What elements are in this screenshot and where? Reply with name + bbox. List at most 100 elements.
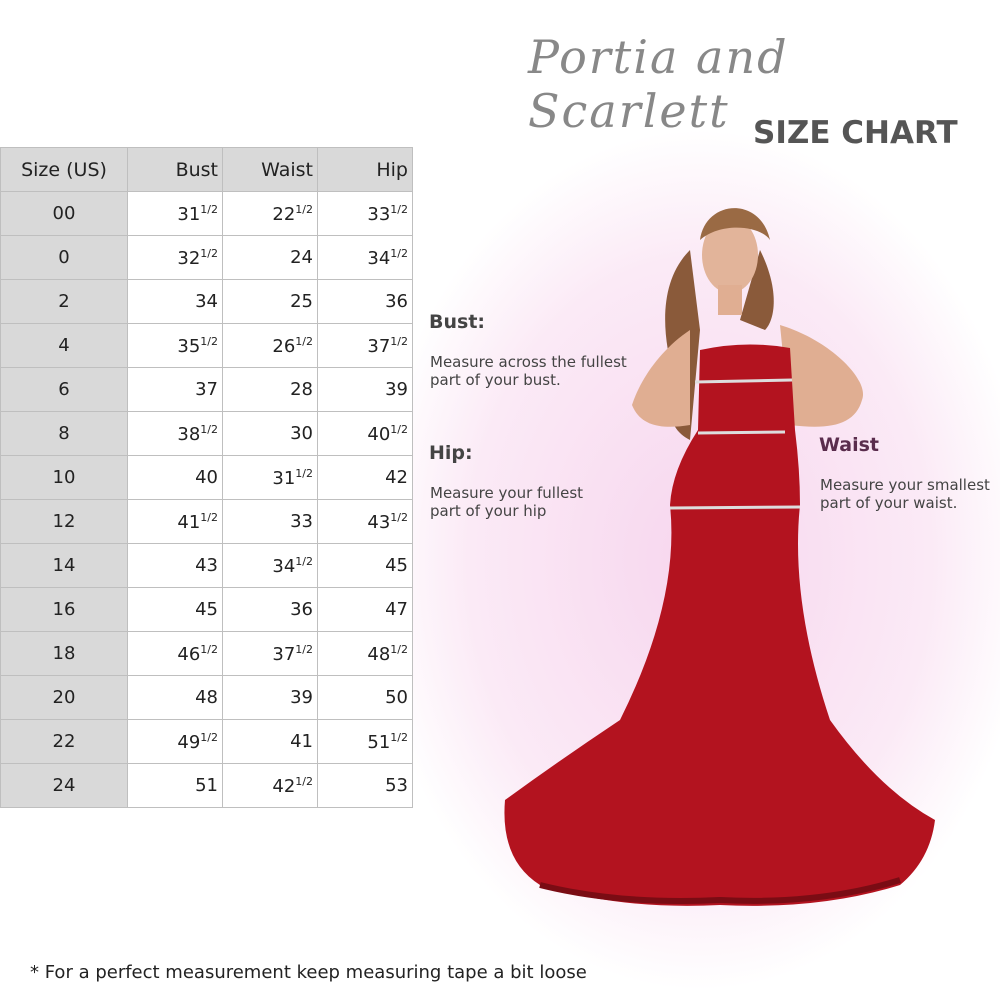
cell-whole: 32	[177, 247, 201, 269]
cell-whole: 37	[367, 335, 391, 357]
cell-whole: 26	[272, 335, 296, 357]
size-row: 12 411/2 33 431/2	[0, 499, 413, 544]
measure-description: part of your waist.	[820, 494, 958, 512]
cell-fraction: 1/2	[200, 202, 218, 216]
table-cell: 40	[127, 455, 223, 500]
cell-fraction: 1/2	[390, 642, 408, 656]
table-cell: 33	[222, 499, 318, 544]
brand-logo: Portia and Scarlett	[528, 30, 789, 138]
cell-whole: 31	[272, 467, 296, 489]
cell-whole: 34	[272, 555, 296, 577]
table-cell: 36	[222, 587, 318, 632]
table-cell: 491/2	[127, 719, 223, 764]
table-cell: 45	[127, 587, 223, 632]
size-row: 0 321/2 24 341/2	[0, 235, 413, 280]
table-cell: 331/2	[317, 191, 413, 236]
header-row: Size (US) Bust Waist Hip	[0, 147, 413, 192]
table-cell: 8	[0, 411, 128, 456]
table-cell: 24	[0, 763, 128, 808]
cell-fraction: 1/2	[200, 422, 218, 436]
table-cell: 12	[0, 499, 128, 544]
table-cell: 461/2	[127, 631, 223, 676]
table-cell: 431/2	[317, 499, 413, 544]
table-cell: 341/2	[317, 235, 413, 280]
cell-whole: 51	[367, 731, 391, 753]
header-cell: Waist	[222, 147, 318, 192]
cell-fraction: 1/2	[390, 246, 408, 260]
table-cell: 371/2	[222, 631, 318, 676]
cell-whole: 33	[367, 203, 391, 225]
measure-label: Bust:	[429, 311, 485, 333]
measure-label: Hip:	[429, 442, 473, 464]
table-cell: 6	[0, 367, 128, 412]
cell-fraction: 1/2	[200, 246, 218, 260]
measure-description: Measure across the fullest	[430, 353, 627, 371]
cell-fraction: 1/2	[295, 554, 313, 568]
table-cell: 511/2	[317, 719, 413, 764]
table-cell: 45	[317, 543, 413, 588]
cell-fraction: 1/2	[295, 334, 313, 348]
size-row: 22 491/2 41 511/2	[0, 719, 413, 764]
table-cell: 421/2	[222, 763, 318, 808]
cell-fraction: 1/2	[200, 642, 218, 656]
cell-whole: 41	[177, 511, 201, 533]
table-cell: 51	[127, 763, 223, 808]
table-cell: 16	[0, 587, 128, 632]
measure-description: part of your bust.	[430, 371, 561, 389]
table-cell: 4	[0, 323, 128, 368]
measure-description: part of your hip	[430, 502, 547, 520]
cell-fraction: 1/2	[390, 202, 408, 216]
cell-fraction: 1/2	[200, 334, 218, 348]
table-cell: 221/2	[222, 191, 318, 236]
table-cell: 481/2	[317, 631, 413, 676]
table-cell: 43	[127, 543, 223, 588]
table-cell: 28	[222, 367, 318, 412]
size-row: 6 37 28 39	[0, 367, 413, 412]
cell-fraction: 1/2	[295, 466, 313, 480]
cell-whole: 48	[367, 643, 391, 665]
cell-fraction: 1/2	[390, 422, 408, 436]
table-cell: 2	[0, 279, 128, 324]
measure-description: Measure your fullest	[430, 484, 584, 502]
table-cell: 311/2	[127, 191, 223, 236]
table-cell: 47	[317, 587, 413, 632]
cell-whole: 42	[272, 775, 296, 797]
footnote: * For a perfect measurement keep measuri…	[30, 962, 587, 983]
cell-fraction: 1/2	[390, 730, 408, 744]
cell-fraction: 1/2	[390, 334, 408, 348]
cell-whole: 46	[177, 643, 201, 665]
table-cell: 401/2	[317, 411, 413, 456]
title: SIZE CHART	[753, 115, 958, 151]
table-cell: 41	[222, 719, 318, 764]
cell-whole: 31	[177, 203, 201, 225]
table-cell: 48	[127, 675, 223, 720]
cell-fraction: 1/2	[390, 510, 408, 524]
table-cell: 39	[317, 367, 413, 412]
table-cell: 411/2	[127, 499, 223, 544]
table-cell: 53	[317, 763, 413, 808]
size-row: 18 461/2 371/2 481/2	[0, 631, 413, 676]
table-cell: 36	[317, 279, 413, 324]
cell-fraction: 1/2	[200, 730, 218, 744]
table-cell: 10	[0, 455, 128, 500]
table-cell: 50	[317, 675, 413, 720]
cell-fraction: 1/2	[295, 202, 313, 216]
cell-fraction: 1/2	[295, 642, 313, 656]
table-cell: 24	[222, 235, 318, 280]
cell-fraction: 1/2	[200, 510, 218, 524]
table-cell: 22	[0, 719, 128, 764]
size-row: 4 351/2 261/2 371/2	[0, 323, 413, 368]
header-cell: Hip	[317, 147, 413, 192]
cell-whole: 43	[367, 511, 391, 533]
table-cell: 261/2	[222, 323, 318, 368]
cell-whole: 37	[272, 643, 296, 665]
table-cell: 25	[222, 279, 318, 324]
size-row: 24 51 421/2 53	[0, 763, 413, 808]
cell-whole: 38	[177, 423, 201, 445]
table-cell: 42	[317, 455, 413, 500]
measure-label: Waist	[819, 434, 880, 456]
table-cell: 311/2	[222, 455, 318, 500]
size-row: 2 34 25 36	[0, 279, 413, 324]
table-cell: 351/2	[127, 323, 223, 368]
